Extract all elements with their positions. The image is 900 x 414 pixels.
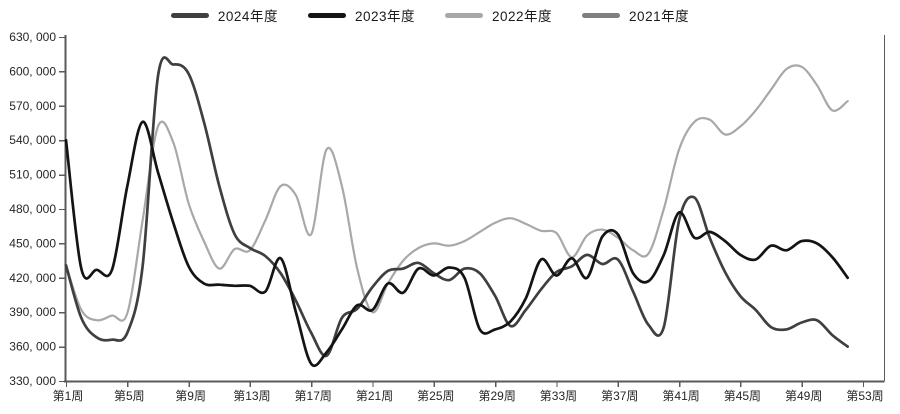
y-tick-label: 330, 000 [9, 374, 56, 388]
x-tick-label: 第1周 [53, 389, 84, 403]
y-tick-label: 420, 000 [9, 271, 56, 285]
x-tick-label: 第49周 [785, 389, 822, 403]
x-tick-label: 第9周 [175, 389, 206, 403]
y-tick-label: 450, 000 [9, 236, 56, 250]
legend-label: 2022年度 [492, 9, 553, 24]
legend-item-2022: 2022年度 [445, 5, 552, 25]
series-line-2024 [64, 56, 850, 358]
x-tick-label: 第53周 [846, 389, 883, 403]
legend-label: 2023年度 [354, 9, 415, 24]
legend-swatch-icon [307, 12, 346, 18]
legend-item-2024: 2024年度 [170, 5, 278, 25]
legend-swatch-icon [170, 12, 209, 18]
y-tick-label: 510, 000 [9, 168, 56, 182]
series-line-2022 [64, 64, 849, 322]
legend-swatch-icon [445, 12, 483, 18]
y-tick-label: 480, 000 [9, 202, 56, 216]
legend-label: 2024年度 [217, 9, 278, 24]
y-tick-label: 630, 000 [9, 30, 56, 44]
y-tick-label: 390, 000 [9, 305, 56, 319]
x-tick-label: 第5周 [114, 389, 145, 403]
x-tick-label: 第25周 [417, 389, 454, 403]
x-tick-label: 第29周 [478, 389, 515, 403]
legend-swatch-icon [582, 12, 621, 18]
x-tick-label: 第37周 [601, 389, 638, 403]
legend: 2024年度 2023年度 2022年度 2021年度 [0, 4, 860, 26]
y-tick-label: 360, 000 [9, 340, 56, 354]
legend-item-2023: 2023年度 [307, 5, 415, 25]
x-tick-label: 第45周 [724, 389, 761, 403]
x-tick-label: 第33周 [540, 389, 577, 403]
series-line-2023 [64, 120, 850, 367]
x-tick-label: 第17周 [295, 389, 332, 403]
x-tick-label: 第21周 [356, 389, 393, 403]
legend-label: 2021年度 [629, 9, 690, 24]
y-tick-label: 570, 000 [9, 99, 56, 113]
y-tick-label: 600, 000 [9, 64, 56, 78]
y-tick-label: 540, 000 [9, 133, 56, 147]
legend-item-2021: 2021年度 [582, 5, 689, 25]
x-tick-label: 第41周 [662, 389, 699, 403]
x-tick-label: 第13周 [233, 389, 270, 403]
